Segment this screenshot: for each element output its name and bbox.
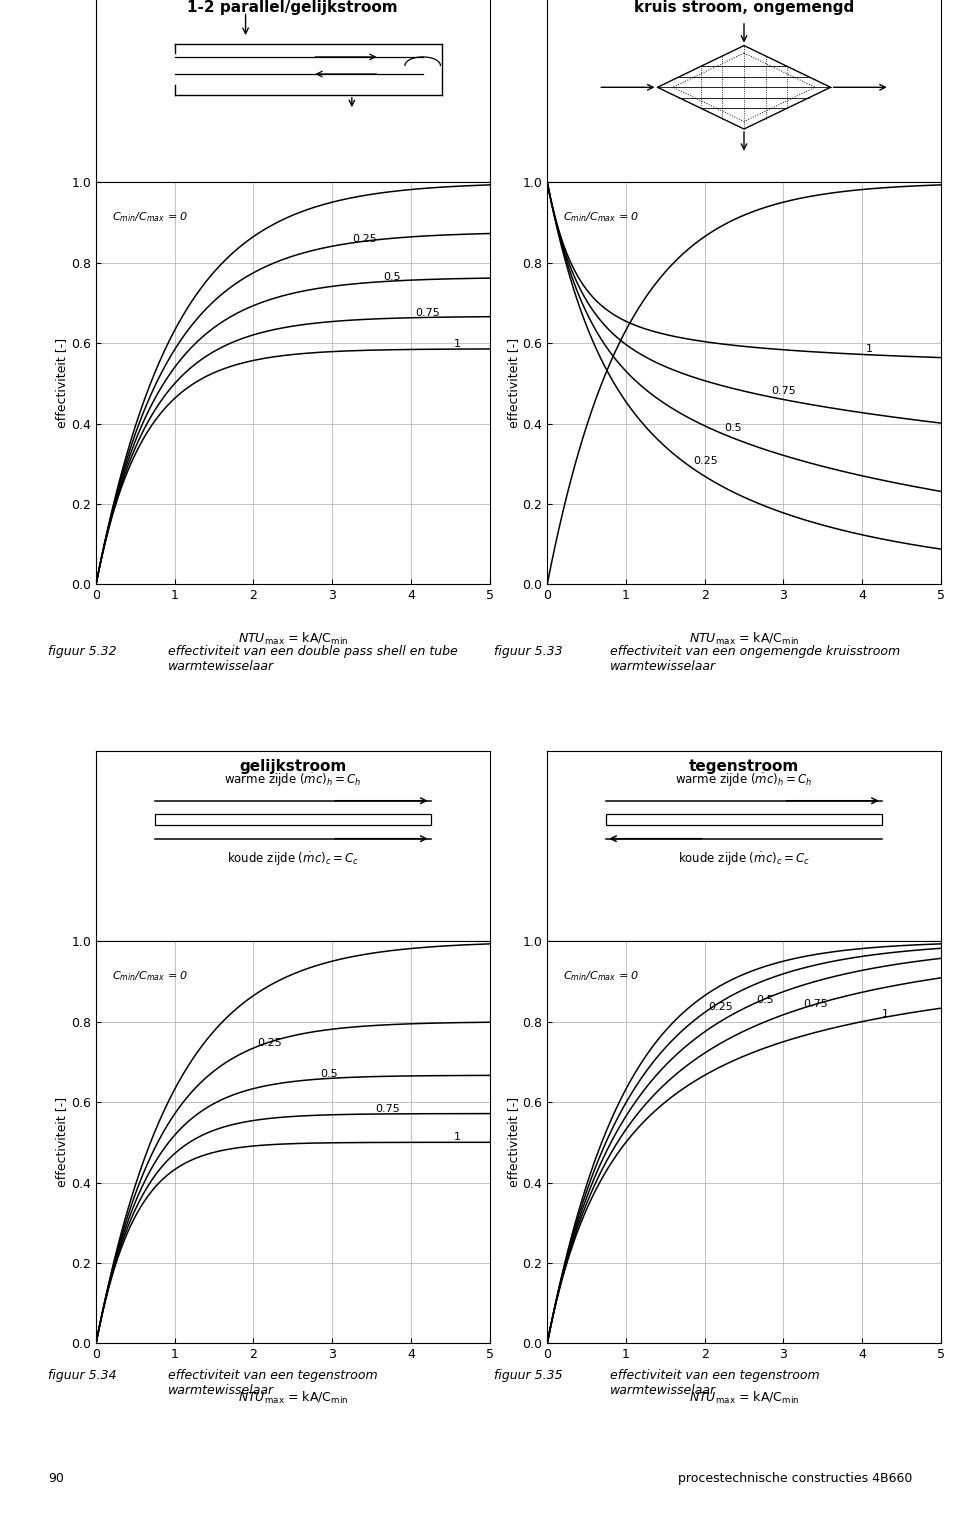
Text: 0.5: 0.5 <box>321 1069 338 1079</box>
Text: effectiviteit van een tegenstroom
warmtewisselaar: effectiviteit van een tegenstroom warmte… <box>168 1369 377 1397</box>
Text: tegenstroom: tegenstroom <box>689 759 799 774</box>
Text: koude zijde $(\dot{m}c)_c = C_c$: koude zijde $(\dot{m}c)_c = C_c$ <box>227 850 359 868</box>
Text: 90: 90 <box>48 1471 64 1485</box>
Text: procestechnische constructies 4B660: procestechnische constructies 4B660 <box>678 1471 912 1485</box>
Text: 1-2 parallel/gelijkstroom: 1-2 parallel/gelijkstroom <box>187 0 398 15</box>
Bar <box>607 814 881 826</box>
Text: 0.25: 0.25 <box>352 234 376 243</box>
Y-axis label: effectiviteit [-]: effectiviteit [-] <box>507 1098 519 1187</box>
Text: 0.5: 0.5 <box>756 994 774 1005</box>
Y-axis label: effectiviteit [-]: effectiviteit [-] <box>507 339 519 428</box>
Text: 0.25: 0.25 <box>708 1002 733 1013</box>
Text: figuur 5.35: figuur 5.35 <box>494 1369 563 1383</box>
Text: 0.25: 0.25 <box>257 1038 282 1047</box>
Text: 1: 1 <box>454 339 461 349</box>
Text: effectiviteit van een ongemengde kruisstroom
warmtewisselaar: effectiviteit van een ongemengde kruisst… <box>610 645 900 672</box>
Text: 0.75: 0.75 <box>415 308 440 317</box>
Text: warme zijde $(\dot{m}c)_h = C_h$: warme zijde $(\dot{m}c)_h = C_h$ <box>676 771 812 789</box>
Y-axis label: effectiviteit [-]: effectiviteit [-] <box>56 339 68 428</box>
Text: 1: 1 <box>866 345 873 354</box>
Text: 1: 1 <box>882 1008 889 1019</box>
Text: 0.75: 0.75 <box>375 1104 400 1114</box>
Text: $C_\mathit{min}$/$C_\mathit{max}$ = 0: $C_\mathit{min}$/$C_\mathit{max}$ = 0 <box>111 211 188 225</box>
Text: 0.75: 0.75 <box>772 386 796 396</box>
Text: warme zijde $(\dot{m}c)_h = C_h$: warme zijde $(\dot{m}c)_h = C_h$ <box>225 771 361 789</box>
Text: $\mathit{NTU}_\mathrm{max}$ = kA/C$_\mathrm{min}$: $\mathit{NTU}_\mathrm{max}$ = kA/C$_\mat… <box>688 1389 800 1406</box>
Text: 0.5: 0.5 <box>725 424 742 433</box>
Text: $\mathit{NTU}_\mathrm{max}$ = kA/C$_\mathrm{min}$: $\mathit{NTU}_\mathrm{max}$ = kA/C$_\mat… <box>688 630 800 647</box>
Text: figuur 5.34: figuur 5.34 <box>48 1369 116 1383</box>
Bar <box>156 814 431 826</box>
Text: figuur 5.32: figuur 5.32 <box>48 645 116 659</box>
Text: kruis stroom, ongemengd: kruis stroom, ongemengd <box>634 0 854 15</box>
Text: 1: 1 <box>454 1132 461 1143</box>
Text: $\mathit{NTU}_\mathrm{max}$ = kA/C$_\mathrm{min}$: $\mathit{NTU}_\mathrm{max}$ = kA/C$_\mat… <box>237 1389 348 1406</box>
Text: figuur 5.33: figuur 5.33 <box>494 645 563 659</box>
Text: gelijkstroom: gelijkstroom <box>239 759 347 774</box>
Y-axis label: effectiviteit [-]: effectiviteit [-] <box>56 1098 68 1187</box>
Text: 0.5: 0.5 <box>383 272 401 282</box>
Text: koude zijde $(\dot{m}c)_c = C_c$: koude zijde $(\dot{m}c)_c = C_c$ <box>678 850 810 868</box>
Text: $C_\mathit{min}$/$C_\mathit{max}$ = 0: $C_\mathit{min}$/$C_\mathit{max}$ = 0 <box>563 211 639 225</box>
Text: effectiviteit van een tegenstroom
warmtewisselaar: effectiviteit van een tegenstroom warmte… <box>610 1369 819 1397</box>
Text: $C_\mathit{min}$/$C_\mathit{max}$ = 0: $C_\mathit{min}$/$C_\mathit{max}$ = 0 <box>111 970 188 984</box>
Text: effectiviteit van een double pass shell en tube
warmtewisselaar: effectiviteit van een double pass shell … <box>168 645 458 672</box>
Text: 0.25: 0.25 <box>693 455 717 466</box>
Text: 0.75: 0.75 <box>803 999 828 1009</box>
Text: $\mathit{NTU}_\mathrm{max}$ = kA/C$_\mathrm{min}$: $\mathit{NTU}_\mathrm{max}$ = kA/C$_\mat… <box>237 630 348 647</box>
Text: $C_\mathit{min}$/$C_\mathit{max}$ = 0: $C_\mathit{min}$/$C_\mathit{max}$ = 0 <box>563 970 639 984</box>
